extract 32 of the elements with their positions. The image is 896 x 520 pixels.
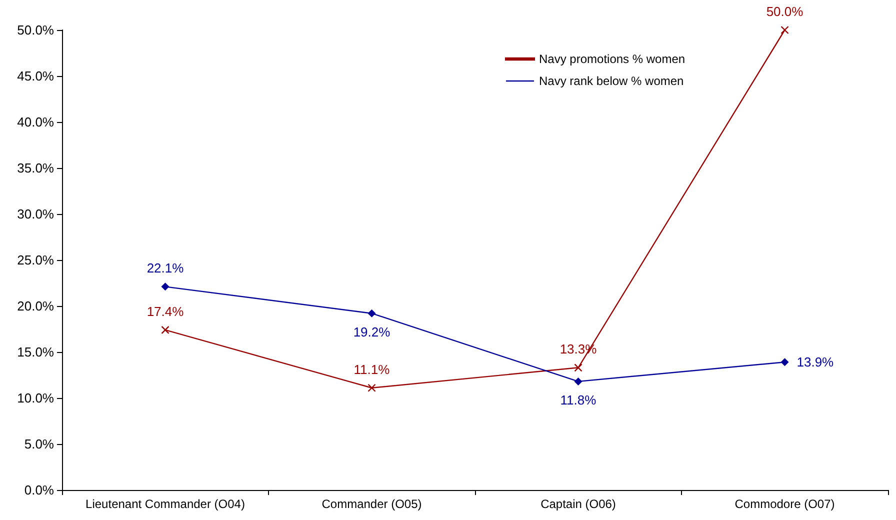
- y-tick-label: 35.0%: [17, 160, 54, 176]
- point: [161, 326, 170, 334]
- y-tick-label: 25.0%: [17, 252, 54, 268]
- point: [161, 282, 170, 291]
- point: [574, 364, 582, 372]
- point: [780, 26, 789, 34]
- x-tick-label: Captain (O06): [540, 497, 616, 511]
- y-tick-label: 0.0%: [24, 482, 54, 498]
- y-tick-label: 10.0%: [17, 390, 54, 406]
- data-label: 11.8%: [560, 392, 597, 408]
- data-label: 22.1%: [146, 260, 184, 276]
- y-tick-label: 20.0%: [17, 298, 54, 314]
- y-tick-label: 45.0%: [17, 68, 54, 84]
- y-tick-label: 15.0%: [17, 344, 54, 360]
- y-tick-label: 30.0%: [17, 206, 54, 222]
- x-tick-label: Commander (O05): [322, 497, 422, 511]
- data-label: 17.4%: [146, 304, 184, 319]
- data-label: 50.0%: [766, 4, 804, 19]
- data-label: 13.9%: [796, 354, 834, 370]
- legend-label: Navy promotions % women: [539, 52, 686, 66]
- y-tick-label: 50.0%: [17, 22, 54, 38]
- point: [368, 384, 376, 392]
- legend-label: Navy rank below % women: [539, 74, 684, 88]
- point: [574, 377, 582, 386]
- point: [368, 309, 376, 318]
- y-tick-label: 5.0%: [24, 436, 54, 452]
- data-label: 11.1%: [354, 362, 390, 377]
- data-label: 19.2%: [353, 324, 391, 340]
- y-tick-label: 40.0%: [17, 114, 54, 130]
- x-tick-label: Commodore (O07): [734, 497, 835, 511]
- x-tick-label: Lieutenant Commander (O04): [86, 497, 245, 511]
- point: [780, 358, 789, 366]
